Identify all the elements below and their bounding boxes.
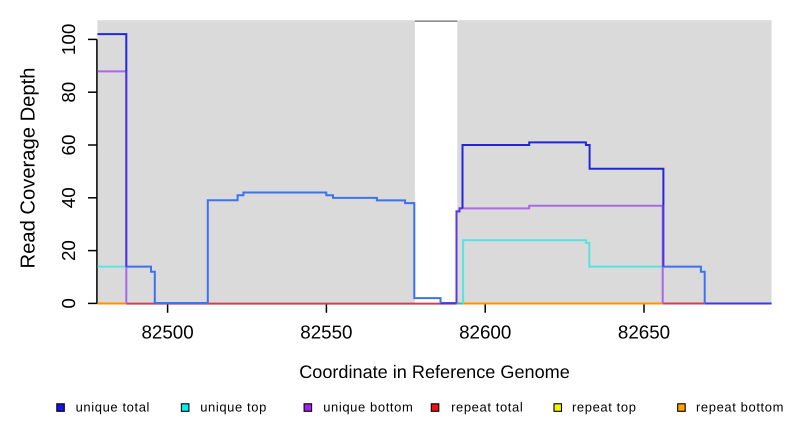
svg-text:20: 20: [58, 240, 79, 261]
svg-text:Coordinate in Reference Genome: Coordinate in Reference Genome: [299, 362, 570, 382]
svg-text:unique top: unique top: [200, 399, 267, 414]
svg-text:80: 80: [58, 82, 79, 103]
svg-text:repeat bottom: repeat bottom: [696, 399, 784, 414]
svg-text:40: 40: [58, 187, 79, 208]
svg-text:Read Coverage Depth: Read Coverage Depth: [18, 68, 40, 269]
svg-text:repeat total: repeat total: [451, 399, 523, 414]
svg-text:unique total: unique total: [76, 399, 150, 414]
svg-text:unique bottom: unique bottom: [323, 399, 413, 414]
svg-text:82500: 82500: [141, 322, 193, 343]
svg-text:0: 0: [58, 298, 79, 308]
svg-text:100: 100: [58, 24, 79, 55]
svg-text:82650: 82650: [618, 322, 670, 343]
svg-text:repeat top: repeat top: [572, 399, 637, 414]
svg-text:60: 60: [58, 135, 79, 156]
svg-text:82600: 82600: [459, 322, 511, 343]
svg-text:82550: 82550: [300, 322, 352, 343]
